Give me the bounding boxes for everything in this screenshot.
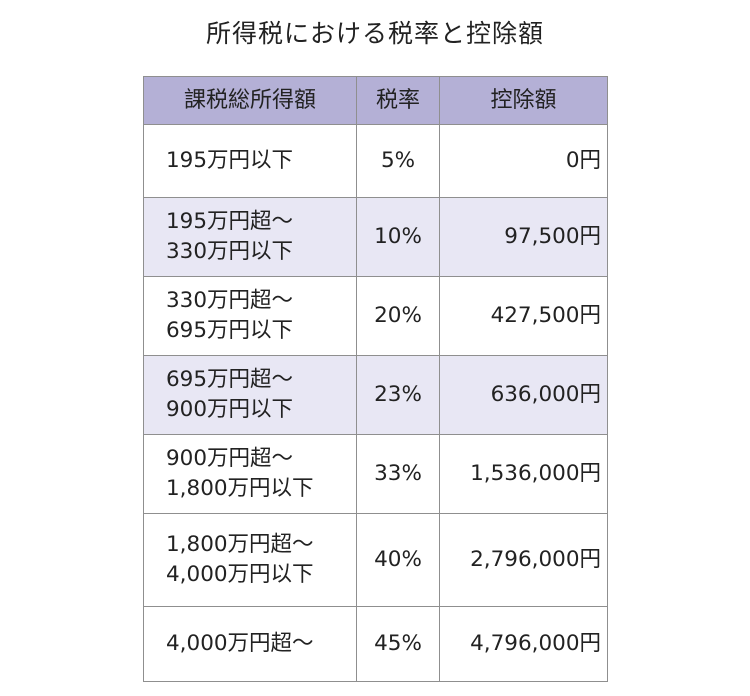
deduction-cell: 1,536,000円 [439,434,608,514]
table-row: 695万円超～ 900万円以下 23% 636,000円 [143,355,608,435]
page-title: 所得税における税率と控除額 [205,19,544,48]
income-range-cell: 330万円超～ 695万円以下 [143,276,357,356]
deduction-cell: 0円 [439,124,608,198]
tax-rate-cell: 10% [356,197,440,277]
tax-rate-table: 課税総所得額 税率 控除額 195万円以下 5% 0円 195万円超～ 330万… [143,76,608,682]
tax-rate-cell: 20% [356,276,440,356]
table-row: 900万円超～ 1,800万円以下 33% 1,536,000円 [143,434,608,514]
income-range-cell: 195万円超～ 330万円以下 [143,197,357,277]
income-range-cell: 4,000万円超～ [143,606,357,682]
table-row: 195万円以下 5% 0円 [143,124,608,198]
income-range-cell: 695万円超～ 900万円以下 [143,355,357,435]
table-row: 330万円超～ 695万円以下 20% 427,500円 [143,276,608,356]
deduction-cell: 636,000円 [439,355,608,435]
deduction-cell: 427,500円 [439,276,608,356]
deduction-cell: 97,500円 [439,197,608,277]
deduction-cell: 2,796,000円 [439,513,608,607]
table-row: 195万円超～ 330万円以下 10% 97,500円 [143,197,608,277]
table-row: 1,800万円超～ 4,000万円以下 40% 2,796,000円 [143,513,608,607]
deduction-cell: 4,796,000円 [439,606,608,682]
income-range-cell: 1,800万円超～ 4,000万円以下 [143,513,357,607]
table-row: 4,000万円超～ 45% 4,796,000円 [143,606,608,682]
tax-rate-cell: 40% [356,513,440,607]
tax-rate-cell: 45% [356,606,440,682]
tax-rate-cell: 33% [356,434,440,514]
header-tax-rate: 税率 [356,76,440,125]
header-deduction: 控除額 [439,76,608,125]
tax-rate-cell: 5% [356,124,440,198]
table-header-row: 課税総所得額 税率 控除額 [143,76,608,125]
income-range-cell: 195万円以下 [143,124,357,198]
tax-rate-cell: 23% [356,355,440,435]
income-range-cell: 900万円超～ 1,800万円以下 [143,434,357,514]
header-taxable-income: 課税総所得額 [143,76,357,125]
